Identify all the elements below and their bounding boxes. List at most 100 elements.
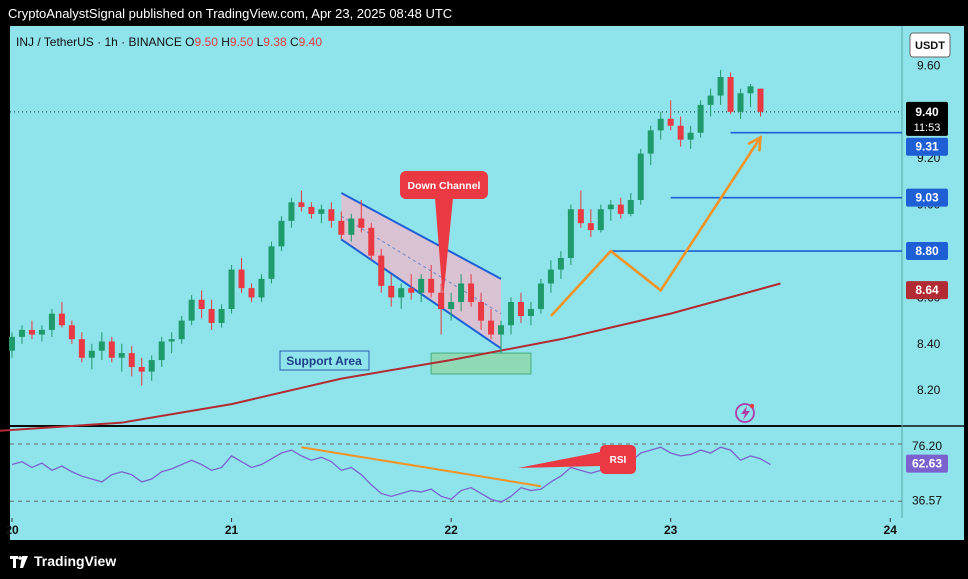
candle-body-19: [198, 299, 205, 310]
candle-body-51: [517, 302, 524, 316]
candle-body-74: [747, 86, 754, 94]
candle-50: [508, 297, 514, 335]
candle-body-59: [597, 209, 604, 231]
projection-arrow-head: [747, 135, 762, 152]
candle-60: [607, 199, 614, 221]
rsi-tag-lower: 36.57: [912, 493, 942, 507]
candle-22: [228, 264, 235, 314]
candle-body-4: [48, 313, 55, 330]
candle-45: [458, 274, 465, 312]
candle-1: [18, 325, 25, 344]
candle-body-50: [508, 302, 514, 326]
candle-body-45: [458, 283, 465, 303]
candle-body-2: [28, 329, 35, 335]
time-tick-label-3: 23: [664, 523, 678, 537]
candle-62: [627, 193, 634, 217]
price-tick-label-0: 8.20: [917, 383, 941, 397]
low-label: L: [257, 35, 264, 49]
candle-body-53: [537, 283, 544, 310]
currency-button[interactable]: USDT: [909, 32, 951, 58]
level-tag-r2: 9.03: [915, 191, 939, 205]
candle-20: [208, 299, 215, 330]
down-channel-mid-line: [341, 215, 502, 315]
candle-body-0: [9, 336, 15, 351]
candle-13: [138, 357, 145, 386]
candle-body-28: [288, 202, 295, 221]
tradingview-brand: TradingView: [34, 553, 117, 569]
candle-body-52: [527, 309, 534, 316]
candle-body-1: [18, 329, 25, 337]
candle-33: [338, 211, 345, 240]
candle-72: [727, 72, 734, 115]
rsi-tag-current-bg: [906, 454, 948, 473]
candle-body-73: [737, 93, 744, 112]
tradingview-footer[interactable]: TradingView: [10, 553, 116, 569]
candle-body-36: [368, 227, 375, 256]
support-area-label-bg: [279, 350, 370, 371]
level-tag-r2-bg: [906, 188, 948, 207]
candle-body-38: [388, 285, 395, 298]
candle-47: [478, 292, 485, 330]
candle-71: [717, 70, 724, 105]
lightning-icon-ring: [735, 403, 755, 423]
rsi-trend-line: [301, 446, 542, 488]
candle-70: [707, 88, 714, 117]
time-tick-label-2: 22: [444, 523, 458, 537]
candle-53: [537, 278, 544, 314]
candle-body-61: [617, 204, 624, 214]
candle-body-35: [358, 218, 365, 228]
candle-body-60: [607, 204, 614, 210]
candle-body-9: [98, 341, 105, 351]
candle-body-11: [118, 353, 125, 358]
candle-body-54: [547, 269, 554, 284]
candle-41: [418, 274, 425, 303]
candle-body-27: [278, 220, 285, 247]
candle-9: [98, 332, 105, 361]
candle-59: [597, 204, 604, 233]
moving-average-line: [0, 282, 781, 432]
candle-32: [328, 202, 335, 228]
candle-39: [398, 283, 405, 310]
ma-tag: 8.64: [915, 283, 939, 297]
candle-body-47: [478, 302, 485, 321]
bar-countdown: 11:53: [914, 122, 941, 134]
candle-body-3: [38, 329, 45, 335]
candle-75: [757, 88, 764, 117]
price-tick-label-7: 9.60: [917, 58, 941, 72]
candle-body-32: [328, 209, 335, 221]
candle-51: [517, 292, 524, 323]
candle-body-68: [687, 132, 694, 140]
candle-body-26: [268, 246, 275, 279]
candle-2: [28, 320, 35, 340]
candle-7: [78, 332, 85, 363]
candle-body-71: [717, 77, 724, 96]
candle-body-40: [408, 288, 415, 293]
candle-43: [438, 283, 445, 335]
candle-25: [258, 274, 265, 303]
candle-body-5: [58, 313, 65, 326]
candle-body-75: [757, 88, 764, 112]
candle-body-14: [148, 360, 155, 372]
candle-40: [408, 274, 415, 300]
candle-body-70: [707, 95, 714, 105]
candle-68: [687, 125, 694, 149]
price-tick-label-1: 8.40: [917, 337, 941, 351]
candle-body-25: [258, 278, 265, 298]
projection-arrow-path: [549, 136, 762, 317]
candle-body-21: [218, 309, 225, 323]
last-price-tag: 9.40: [915, 105, 939, 119]
time-axis-bg: [10, 518, 964, 540]
candle-17: [178, 315, 185, 344]
time-tick-label-0: 20: [5, 523, 19, 537]
candle-36: [368, 223, 375, 261]
candle-body-46: [468, 283, 475, 303]
candle-body-57: [577, 209, 584, 224]
candle-10: [108, 336, 115, 363]
candle-12: [128, 346, 135, 377]
candle-body-41: [418, 278, 425, 293]
candle-63: [637, 148, 644, 205]
ma-tag-bg: [906, 281, 948, 300]
candle-4: [48, 309, 55, 337]
candle-8: [88, 343, 95, 370]
